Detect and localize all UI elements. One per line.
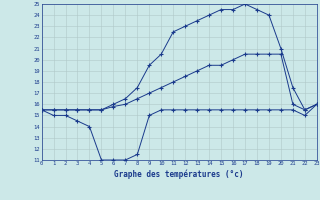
X-axis label: Graphe des températures (°c): Graphe des températures (°c) [115,169,244,179]
